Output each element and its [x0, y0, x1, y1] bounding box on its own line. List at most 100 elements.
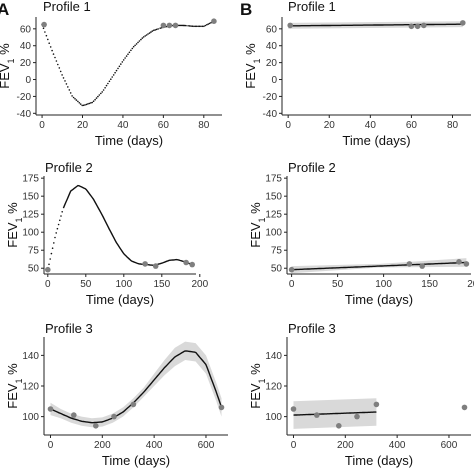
curve-dot [203, 25, 205, 28]
y-tick-label: 50 [28, 264, 40, 275]
x-tick-label: 50 [332, 279, 344, 290]
chart-title: Profile 1 [288, 0, 336, 14]
y-tick-label: -40 [17, 109, 32, 120]
data-point [419, 263, 426, 269]
curve-dot [125, 55, 128, 57]
x-tick-label: 200 [337, 440, 354, 451]
series-line [291, 261, 467, 271]
data-point [406, 261, 413, 267]
x-tick-label: 0 [289, 279, 295, 290]
confidence-band [50, 341, 222, 428]
curve-dot [128, 51, 131, 54]
y-label-unit: % [248, 202, 263, 218]
y-axis-label: FEV1 % [0, 43, 16, 89]
x-tick-label: 400 [146, 440, 163, 451]
curve-dot [191, 25, 194, 28]
curve-dot [120, 63, 122, 65]
x-tick-label: 200 [191, 279, 208, 290]
x-axis-label: Time (days) [345, 292, 413, 307]
panel-label-b: B [240, 0, 252, 19]
y-tick-label: 100 [22, 228, 39, 239]
y-label-main: FEV [5, 383, 20, 409]
chart-title: Profile 3 [45, 321, 93, 336]
curve-dot [75, 99, 78, 101]
curve-dot [88, 102, 91, 105]
curve-dot [61, 211, 63, 213]
x-tick-label: 150 [421, 279, 438, 290]
chart-title: Profile 2 [288, 160, 336, 175]
curve-dot [78, 102, 81, 104]
curve-dot [57, 63, 59, 66]
y-label-subscript: 1 [14, 217, 24, 222]
curve-dot [90, 102, 92, 104]
data-point [287, 22, 294, 29]
data-point [71, 412, 77, 418]
curve-dot [204, 24, 207, 27]
x-tick-label: 0 [45, 279, 51, 290]
series-line [288, 23, 463, 27]
curve-dot [207, 23, 209, 25]
curve-dot [131, 47, 134, 50]
y-tick-label: -20 [263, 92, 278, 103]
chart-title: Profile 1 [43, 0, 91, 14]
curve-dot [208, 22, 211, 25]
curve-dot [193, 25, 195, 28]
curve-dot [81, 104, 83, 107]
x-tick-label: 600 [198, 440, 215, 451]
data-point [373, 401, 380, 408]
y-tick-label: 100 [22, 412, 39, 423]
curve-dot [153, 29, 155, 32]
y-tick-label: 175 [22, 174, 39, 185]
y-label-main: FEV [248, 383, 263, 409]
curve-dot [104, 87, 106, 89]
chart-a2: Profile 2 0 50 100 150 200 50 75 100 125 150 175 Tim… [5, 160, 209, 307]
x-tick-label: 40 [365, 120, 377, 131]
curve-dot [107, 82, 109, 85]
data-point [93, 423, 99, 429]
x-axis-label: Time (days) [342, 133, 410, 148]
curve-dot [92, 100, 95, 102]
curve-dot [118, 65, 121, 68]
x-tick-label: 80 [447, 120, 459, 131]
data-point [218, 404, 225, 411]
x-axis-label: Time (days) [95, 133, 163, 148]
y-tick-label: 140 [22, 351, 39, 362]
y-tick-label: 100 [265, 228, 282, 239]
data-point [408, 23, 415, 30]
curve-dot [62, 77, 65, 79]
curve-dot [47, 38, 49, 41]
chart-b2: Profile 2 0 50 100 150 200 50 75 100 125 150 175 Tim… [248, 160, 474, 307]
y-axis-label: FEV1 % [243, 43, 262, 89]
data-point [183, 259, 189, 266]
curve-dot [48, 263, 50, 266]
curve-dot [97, 95, 99, 98]
y-tick-label: 150 [22, 192, 39, 203]
y-label-main: FEV [248, 222, 263, 248]
y-tick-label: 125 [265, 210, 282, 221]
series-line [50, 350, 223, 424]
x-axis-label: Time (days) [345, 453, 413, 468]
curve-dot [67, 86, 69, 88]
curve-dot [101, 91, 103, 93]
curve-dot [135, 43, 138, 45]
x-axis-label: Time (days) [86, 292, 154, 307]
x-tick-label: 50 [80, 279, 92, 290]
series-line [293, 411, 377, 416]
y-axis-label: FEV1 % [248, 202, 267, 248]
curve-dot [44, 31, 46, 33]
curve-dot [132, 45, 135, 48]
curve-dot [49, 46, 52, 48]
y-tick-label: 60 [20, 24, 32, 35]
curve-dot [95, 97, 98, 99]
data-point [189, 261, 195, 268]
curve-dot [82, 104, 85, 107]
y-tick-label: 125 [22, 210, 39, 221]
x-tick-label: 0 [48, 440, 54, 451]
y-tick-label: 0 [271, 75, 277, 86]
y-tick-label: 75 [28, 246, 40, 257]
curve-dot [61, 74, 63, 76]
x-tick-label: 20 [77, 120, 89, 131]
curve-dot [124, 57, 126, 59]
y-label-main: FEV [243, 63, 258, 89]
x-tick-label: 100 [115, 279, 132, 290]
